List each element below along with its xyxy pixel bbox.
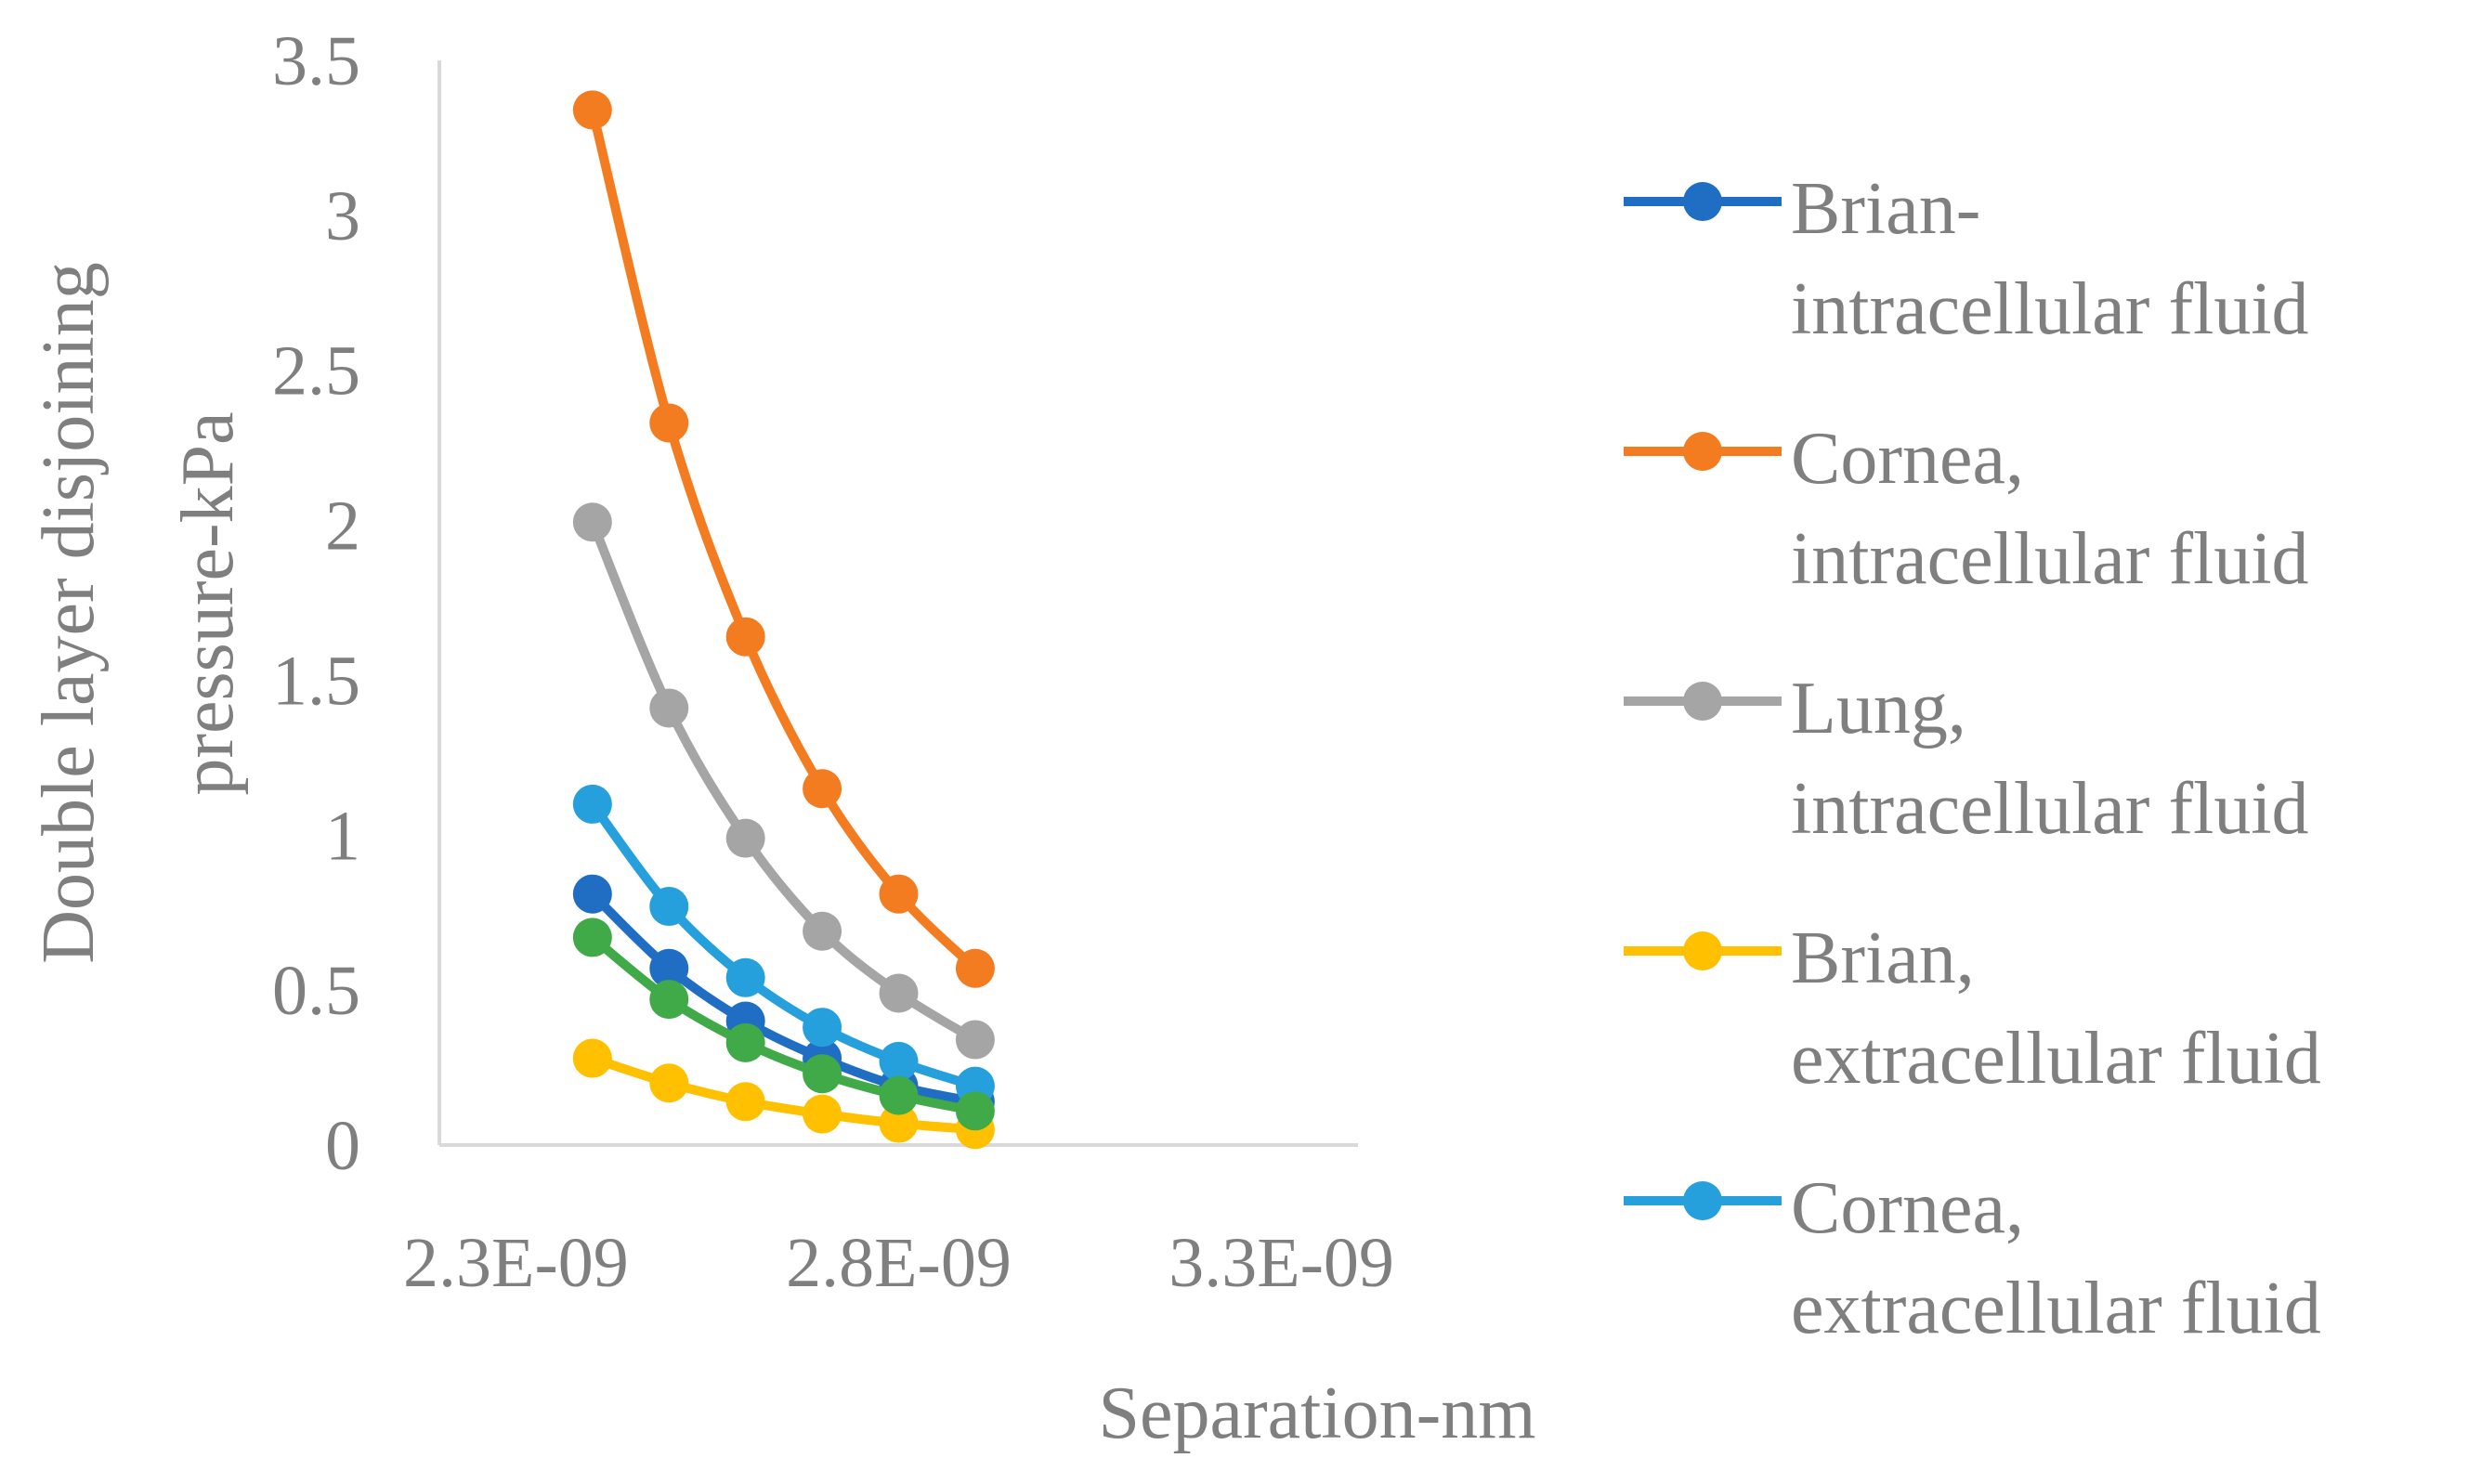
- legend-label: extracellular fluid: [1791, 1018, 2321, 1100]
- series-3: [572, 502, 995, 1060]
- data-point: [725, 1082, 765, 1122]
- data-point: [955, 948, 995, 988]
- legend-label: Cornea,: [1791, 418, 2024, 500]
- y-axis-title: Double layer disjoining pressure-kPa: [28, 243, 249, 963]
- legend-item: Cornea, intracellular fluid: [1624, 418, 2309, 600]
- data-point: [955, 1091, 995, 1131]
- data-point: [955, 1020, 995, 1060]
- data-point: [649, 887, 689, 927]
- data-point: [803, 769, 842, 809]
- legend-label: intracellular fluid: [1791, 518, 2309, 600]
- y-tick-label: 0.5: [272, 952, 360, 1030]
- data-point: [572, 502, 612, 542]
- legend: Brian-intracellular fluid Cornea, intracel…: [1624, 168, 2321, 1349]
- y-tick-label: 3: [325, 177, 360, 255]
- series-group: [572, 90, 995, 1150]
- data-point: [649, 688, 689, 728]
- legend-label: Brian,: [1791, 918, 1975, 999]
- series-1: [572, 874, 995, 1122]
- data-point: [803, 1094, 842, 1134]
- series-line: [587, 517, 980, 1045]
- data-point: [803, 1008, 842, 1048]
- data-point: [725, 818, 765, 858]
- series-line: [587, 105, 980, 973]
- legend-item: Lung, intracellular fluid: [1624, 668, 2309, 850]
- y-tick-label: 1.5: [272, 642, 360, 720]
- legend-marker: [1683, 931, 1722, 970]
- data-point: [879, 1103, 919, 1143]
- legend-item: Brian, extracellular fluid: [1624, 918, 2321, 1100]
- x-tick-label: 2.3E-09: [403, 1224, 629, 1302]
- legend-item: Cornea, extracellular fluid: [1624, 1167, 2321, 1349]
- legend-label: intracellular fluid: [1791, 268, 2309, 350]
- series-6: [572, 918, 995, 1131]
- data-point: [725, 1022, 765, 1062]
- data-point: [879, 874, 919, 914]
- legend-marker: [1683, 682, 1722, 721]
- data-point: [649, 403, 689, 443]
- data-point: [649, 1063, 689, 1103]
- data-point: [879, 1041, 919, 1081]
- x-tick-label: 3.3E-09: [1169, 1224, 1394, 1302]
- data-point: [725, 957, 765, 997]
- data-point: [649, 948, 689, 988]
- y-tick-label: 1: [325, 797, 360, 875]
- data-point: [725, 617, 765, 657]
- data-point: [879, 1075, 919, 1115]
- legend-label: extracellular fluid: [1791, 1268, 2321, 1349]
- x-tick-label: 2.8E-09: [786, 1224, 1012, 1302]
- legend-item: Brian-intracellular fluid: [1624, 168, 2309, 350]
- legend-label: Lung,: [1791, 668, 1966, 749]
- legend-marker: [1683, 182, 1722, 221]
- legend-marker: [1683, 432, 1722, 471]
- x-axis-title: Separation-nm: [1099, 1373, 1536, 1454]
- data-point: [572, 784, 612, 824]
- y-axis-title-line-1: Double layer disjoining: [28, 262, 110, 963]
- data-point: [803, 911, 842, 951]
- y-tick-label: 2: [325, 488, 360, 566]
- series-2: [572, 90, 995, 988]
- legend-label: Cornea,: [1791, 1167, 2024, 1249]
- y-tick-label: 2.5: [272, 332, 360, 410]
- data-point: [803, 1054, 842, 1094]
- y-tick-label: 3.5: [272, 22, 360, 100]
- data-point: [572, 918, 612, 957]
- legend-marker: [1683, 1181, 1722, 1220]
- data-point: [572, 874, 612, 914]
- legend-label: Brian-: [1791, 168, 1980, 250]
- y-tick-label: 0: [325, 1107, 360, 1185]
- data-point: [649, 980, 689, 1020]
- legend-label: intracellular fluid: [1791, 768, 2309, 850]
- data-point: [572, 1038, 612, 1078]
- y-axis-title-line-2: pressure-kPa: [167, 411, 249, 795]
- data-point: [879, 973, 919, 1013]
- axes: 0 0.5 1 1.5 2 2.5 3 3.5 2.3E-09 2.8E-09 3.3E-09: [272, 22, 1394, 1302]
- data-point: [572, 90, 612, 130]
